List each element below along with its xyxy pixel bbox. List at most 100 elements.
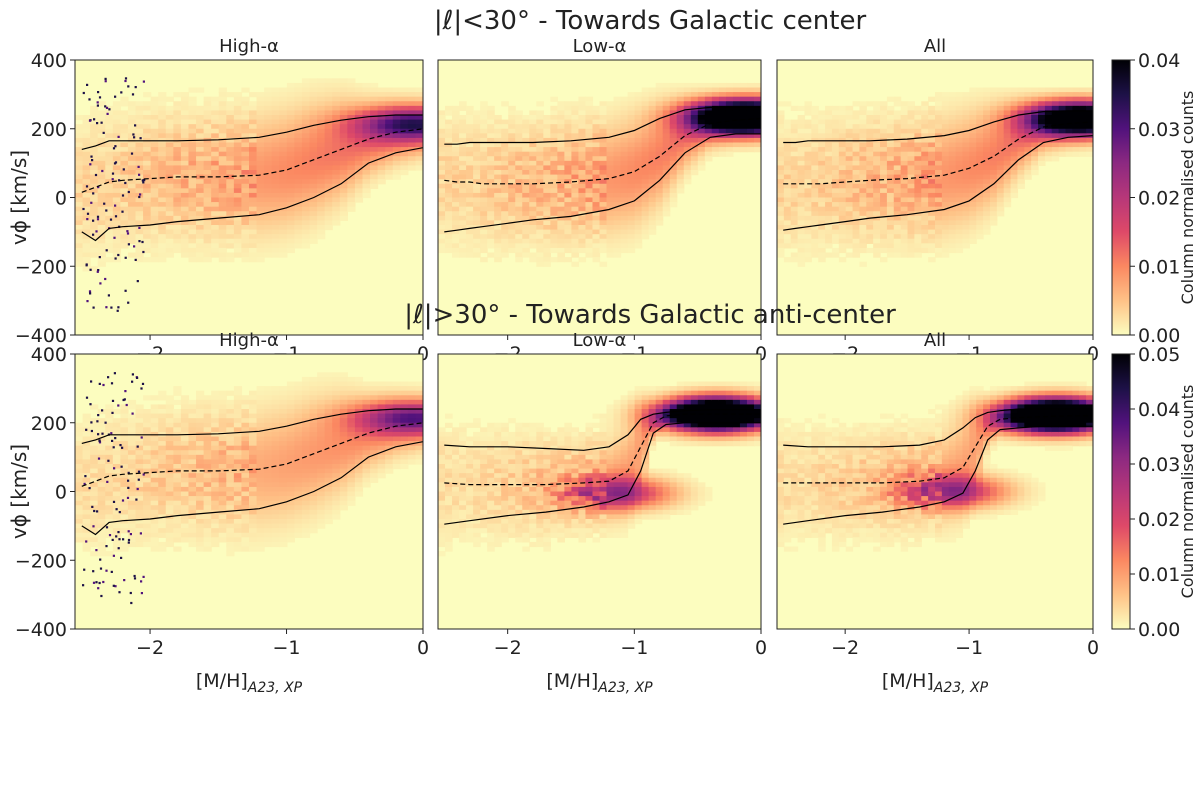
density-cell (1024, 119, 1032, 125)
density-cell (165, 450, 174, 456)
density-cell (969, 165, 977, 171)
density-cell (550, 170, 558, 176)
density-cell (797, 257, 806, 263)
density-cell (599, 229, 608, 235)
density-cell (578, 243, 587, 249)
density-cell (550, 174, 558, 180)
density-cell (508, 147, 516, 153)
scatter-point (142, 80, 145, 83)
density-cell (606, 179, 615, 185)
scatter-point (93, 118, 96, 121)
density-cell (962, 156, 970, 162)
density-cell (718, 128, 727, 134)
density-cell (613, 225, 622, 231)
density-cell (339, 105, 348, 112)
density-cell (1031, 105, 1039, 112)
density-cell (753, 96, 761, 102)
density-cell (445, 179, 453, 185)
density-cell (852, 142, 861, 148)
density-cell (82, 537, 91, 543)
density-cell (648, 165, 657, 171)
density-cell (783, 151, 792, 157)
density-cell (173, 110, 182, 116)
scatter-point (88, 98, 91, 101)
density-cell (188, 133, 197, 139)
density-cell (515, 197, 523, 203)
density-cell (347, 128, 356, 134)
density-cell (392, 87, 401, 93)
density-cell (271, 128, 280, 134)
density-cell (1051, 110, 1060, 116)
density-cell (97, 133, 106, 139)
density-cell (120, 115, 129, 121)
density-cell (173, 229, 182, 235)
density-cell (158, 477, 167, 483)
density-cell (732, 115, 741, 121)
density-cell (211, 500, 220, 506)
density-cell (301, 220, 311, 226)
density-cell (900, 151, 909, 157)
density-cell (880, 257, 888, 263)
density-cell (983, 124, 991, 130)
density-cell (135, 124, 144, 130)
density-cell (233, 247, 243, 254)
density-cell (1065, 110, 1073, 116)
density-cell (294, 105, 303, 112)
density-cell (480, 202, 488, 208)
density-cell (473, 252, 481, 258)
density-cell (662, 124, 671, 130)
density-cell (501, 234, 509, 240)
density-cell (928, 202, 936, 208)
density-cell (1010, 115, 1019, 121)
density-cell (203, 422, 212, 428)
density-cell (571, 188, 580, 194)
density-cell (669, 101, 678, 107)
density-cell (480, 110, 488, 116)
density-cell (173, 92, 182, 98)
density-cell (529, 133, 537, 139)
density-cell (218, 115, 227, 121)
density-cell (662, 105, 671, 112)
density-cell (339, 119, 348, 125)
density-cell (886, 124, 895, 130)
density-cell (648, 105, 657, 112)
density-cell (536, 142, 544, 148)
density-cell (226, 215, 235, 222)
density-cell (989, 215, 998, 222)
density-cell (886, 160, 895, 167)
density-cell (188, 147, 197, 153)
density-cell (143, 215, 152, 222)
density-cell (928, 238, 936, 244)
density-cell (962, 202, 970, 208)
density-cell (536, 234, 544, 240)
density-cell (831, 202, 840, 208)
density-cell (1058, 92, 1067, 98)
density-cell (339, 215, 348, 222)
density-cell (241, 110, 250, 116)
density-cell (550, 234, 558, 240)
density-cell (452, 238, 460, 244)
scatter-point (104, 277, 107, 281)
density-cell (271, 142, 280, 148)
density-cell (120, 519, 129, 525)
density-cell (501, 119, 509, 125)
density-cell (473, 128, 481, 134)
density-cell (226, 509, 235, 516)
density-cell (150, 238, 159, 244)
density-cell (332, 105, 341, 112)
density-cell (746, 92, 755, 98)
density-cell (362, 192, 371, 199)
density-cell (1038, 110, 1046, 116)
density-cell (935, 142, 943, 148)
density-cell (241, 257, 250, 263)
density-cell (852, 211, 861, 217)
density-cell (324, 160, 333, 167)
density-cell (886, 156, 895, 162)
density-cell (173, 528, 182, 534)
density-cell (1024, 142, 1032, 148)
density-cell (90, 192, 99, 199)
density-cell (188, 505, 197, 511)
density-cell (697, 156, 706, 162)
density-cell (135, 247, 144, 254)
density-cell (783, 188, 792, 194)
